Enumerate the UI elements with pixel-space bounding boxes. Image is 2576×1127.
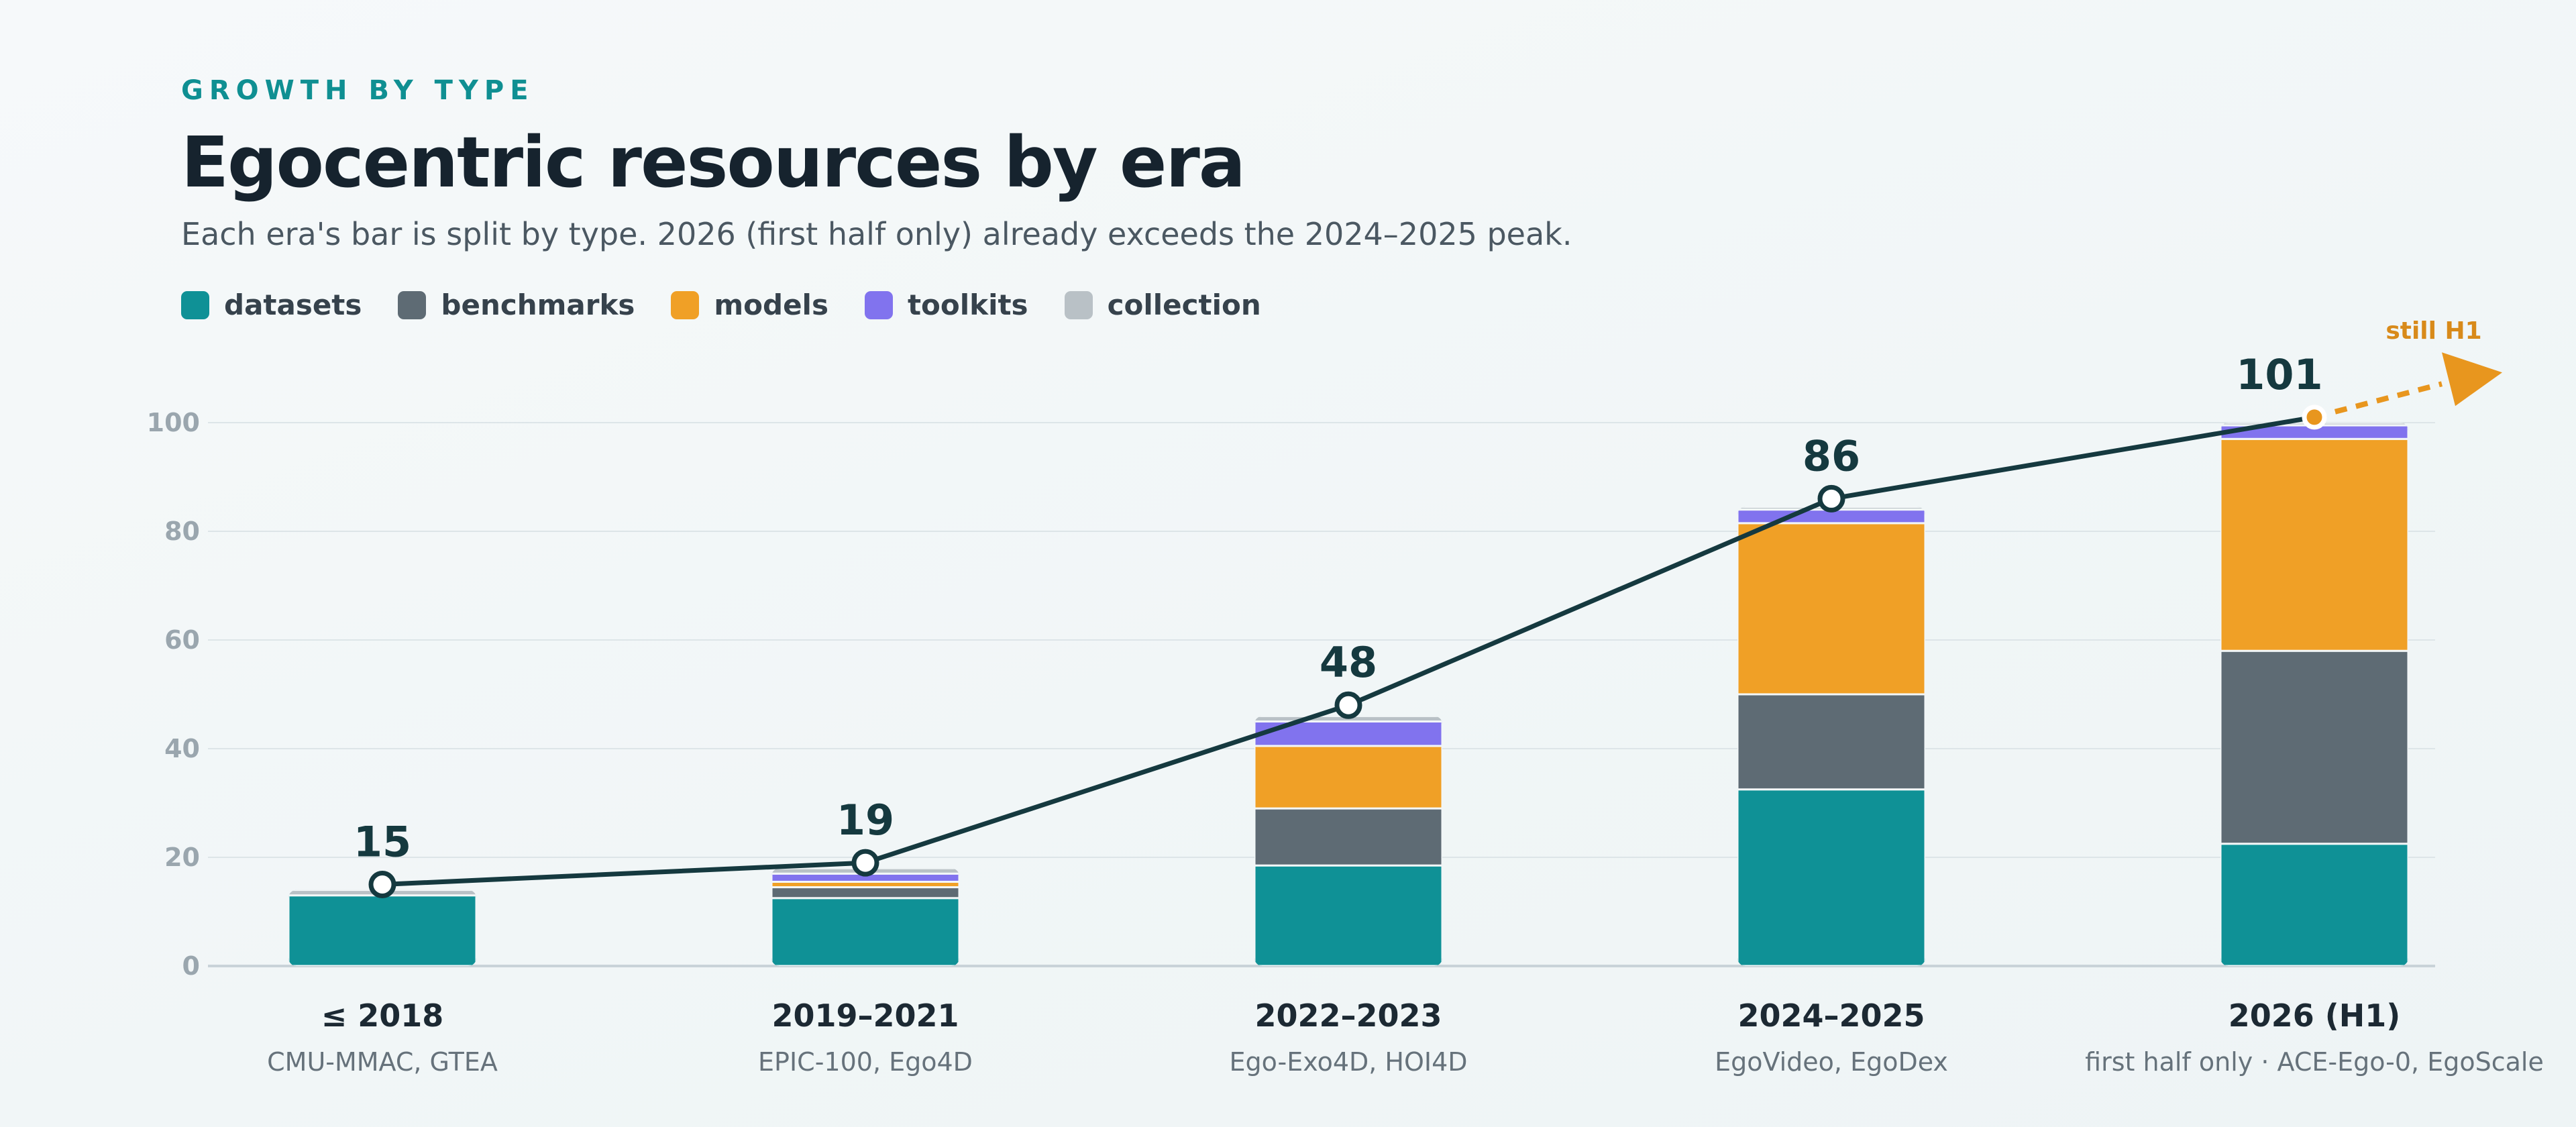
legend-item-toolkits: toolkits bbox=[864, 285, 1028, 325]
bar-segment-models-2022-2023 bbox=[1254, 745, 1442, 810]
bar-group-2018 bbox=[288, 890, 476, 966]
legend-label-datasets: datasets bbox=[224, 288, 362, 321]
legend-label-benchmarks: benchmarks bbox=[441, 288, 635, 321]
x-axis-labels: ≤ 2018 CMU-MMAC, GTEA 2019–2021 EPIC-100, E… bbox=[267, 998, 2544, 1077]
bar-segment-datasets-2026-h1 bbox=[2220, 843, 2408, 966]
total-label-2019-2021: 19 bbox=[837, 796, 894, 845]
total-marker-2018 bbox=[368, 871, 396, 898]
eyebrow-label: GROWTH BY TYPE bbox=[181, 75, 535, 106]
bars bbox=[288, 423, 2408, 967]
y-tick-label-20: 20 bbox=[164, 843, 200, 872]
total-marker-2024-2025 bbox=[1817, 484, 1845, 513]
legend-item-models: models bbox=[671, 285, 828, 325]
bar-segment-datasets-2018 bbox=[288, 894, 476, 966]
projection-arrow-head bbox=[2442, 352, 2502, 407]
projection-label: still H1 bbox=[2385, 317, 2481, 345]
y-tick-label-100: 100 bbox=[147, 408, 200, 437]
legend-item-benchmarks: benchmarks bbox=[398, 285, 635, 325]
x-sublabel-2019-2021: EPIC-100, Ego4D bbox=[758, 1047, 973, 1077]
bar-segment-datasets-2024-2025 bbox=[1737, 788, 1925, 966]
x-sublabel-2022-2023: Ego-Exo4D, HOI4D bbox=[1229, 1047, 1467, 1077]
legend-label-collection: collection bbox=[1107, 288, 1261, 321]
chart-legend: datasets benchmarks models toolkits coll… bbox=[181, 285, 1261, 325]
bar-group-2019-2021 bbox=[771, 868, 959, 966]
x-sublabel-2018: CMU-MMAC, GTEA bbox=[267, 1047, 498, 1077]
bar-group-2026-h1 bbox=[2220, 423, 2408, 966]
bar-group-2022-2023 bbox=[1254, 716, 1442, 967]
total-label-2018: 15 bbox=[354, 818, 411, 867]
chart-header: GROWTH BY TYPE Egocentric resources by e… bbox=[181, 70, 2395, 256]
total-label-2022-2023: 48 bbox=[1320, 638, 1377, 687]
bar-segment-benchmarks-2026-h1 bbox=[2220, 649, 2408, 845]
bar-segment-datasets-2019-2021 bbox=[771, 897, 959, 966]
chart-subtitle: Each era's bar is split by type. 2026 (f… bbox=[181, 216, 1572, 252]
y-tick-label-40: 40 bbox=[164, 734, 200, 763]
y-tick-label-0: 0 bbox=[182, 951, 200, 981]
bar-segment-benchmarks-2024-2025 bbox=[1737, 693, 1925, 791]
bar-group-2024-2025 bbox=[1737, 506, 1925, 966]
total-label-2026-h1: 101 bbox=[2236, 350, 2322, 399]
legend-swatch-toolkits bbox=[864, 291, 893, 319]
legend-label-models: models bbox=[714, 288, 828, 321]
legend-swatch-datasets bbox=[181, 291, 209, 319]
y-tick-label-60: 60 bbox=[164, 625, 200, 655]
total-marker-2026-h1 bbox=[2302, 405, 2327, 430]
x-category-label-2026-h1: 2026 (H1) bbox=[2229, 998, 2401, 1034]
bar-segment-datasets-2022-2023 bbox=[1254, 864, 1442, 967]
legend-swatch-models bbox=[671, 291, 700, 319]
x-category-label-2022-2023: 2022–2023 bbox=[1254, 998, 1442, 1034]
bar-segment-benchmarks-2022-2023 bbox=[1254, 807, 1442, 867]
bar-segment-models-2026-h1 bbox=[2220, 437, 2408, 652]
y-axis-ticks: 0 20 40 60 80 100 bbox=[147, 408, 200, 981]
legend-swatch-benchmarks bbox=[398, 291, 427, 319]
total-marker-2019-2021 bbox=[851, 849, 879, 877]
legend-label-toolkits: toolkits bbox=[907, 288, 1028, 321]
x-category-label-2019-2021: 2019–2021 bbox=[771, 998, 959, 1034]
bar-segment-models-2024-2025 bbox=[1737, 522, 1925, 696]
x-category-label-2024-2025: 2024–2025 bbox=[1737, 998, 1925, 1034]
legend-item-datasets: datasets bbox=[181, 285, 362, 325]
x-category-label-2018: ≤ 2018 bbox=[321, 998, 444, 1034]
y-tick-label-80: 80 bbox=[164, 517, 200, 546]
legend-swatch-collection bbox=[1064, 291, 1093, 319]
projection-arrow-line bbox=[2313, 381, 2443, 420]
x-sublabel-2026-h1: first half only · ACE-Ego-0, EgoScale bbox=[2085, 1047, 2544, 1077]
chart-title: Egocentric resources by era bbox=[181, 121, 1246, 203]
bar-segment-benchmarks-2019-2021 bbox=[771, 886, 959, 900]
total-marker-2022-2023 bbox=[1334, 691, 1362, 719]
legend-item-collection: collection bbox=[1064, 285, 1261, 325]
totals-line: still H1 15 19 48 86 101 bbox=[354, 317, 2502, 898]
x-sublabel-2024-2025: EgoVideo, EgoDex bbox=[1715, 1047, 1948, 1077]
total-label-2024-2025: 86 bbox=[1803, 431, 1860, 480]
